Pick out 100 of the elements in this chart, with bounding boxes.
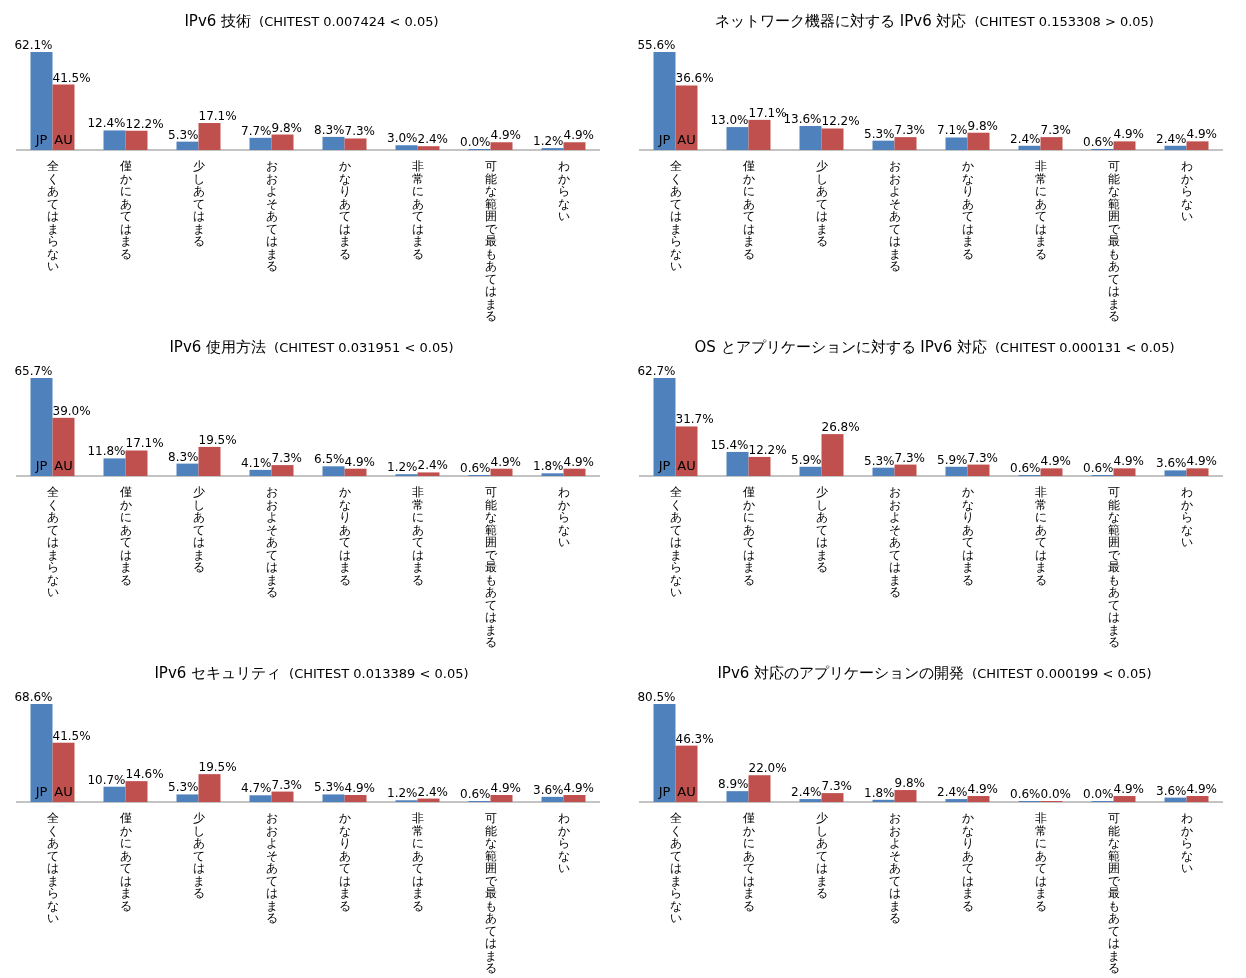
x-tick-label: わからない (557, 811, 570, 875)
bar (344, 468, 367, 476)
chart-title: IPv6 技術 (184, 12, 252, 30)
category-label: 全くあてはまらない (669, 811, 682, 925)
data-label: 13.0% (710, 113, 749, 128)
bar (490, 795, 513, 802)
data-label: 4.9% (563, 781, 594, 795)
bar (821, 128, 844, 150)
bar (653, 378, 676, 476)
series-label: AU (677, 458, 696, 473)
data-label: 17.1% (198, 109, 237, 124)
x-tick-label: 僅かにあてはまる (118, 485, 132, 587)
data-label: 68.6% (14, 690, 53, 704)
data-label: 62.7% (637, 364, 676, 378)
bar (1113, 141, 1136, 150)
data-label: 4.9% (1113, 127, 1144, 142)
bar (653, 52, 676, 150)
bar (30, 704, 53, 802)
chart-title: ネットワーク機器に対する IPv6 対応 (715, 12, 967, 30)
data-label: 2.4% (791, 785, 822, 800)
bar (395, 145, 418, 150)
series-label: AU (54, 132, 73, 147)
chart-title: IPv6 セキュリティ (154, 664, 282, 682)
data-label: 7.3% (894, 123, 925, 138)
data-label: 5.3% (864, 126, 895, 141)
bar (945, 466, 968, 476)
x-tick-label: かなりあてはまる (961, 811, 974, 913)
x-tick-label: 僅かにあてはまる (741, 811, 755, 913)
bar (322, 794, 345, 802)
data-label: 4.9% (1113, 454, 1144, 469)
bar (125, 130, 148, 150)
data-label: 1.8% (533, 459, 564, 474)
x-tick-label: かなりあてはまる (338, 485, 351, 587)
series-label: JP (34, 784, 48, 799)
x-tick-label: 僅かにあてはまる (741, 485, 755, 587)
chart-title: IPv6 対応のアプリケーションの開発 (717, 664, 965, 682)
data-label: 3.0% (387, 131, 418, 146)
bar (748, 775, 771, 802)
category-label: 全くあてはまらない (46, 811, 59, 925)
bar (748, 456, 771, 476)
bar (872, 140, 895, 150)
x-tick-label: 僅かにあてはまる (741, 159, 755, 261)
data-label: 4.9% (1186, 454, 1217, 469)
data-label: 65.7% (14, 364, 53, 378)
data-label: 0.6% (460, 787, 491, 801)
data-label: 2.4% (417, 458, 448, 473)
series-label: AU (54, 784, 73, 799)
data-label: 19.5% (198, 760, 237, 775)
data-label: 9.8% (967, 118, 998, 133)
bar (176, 463, 199, 476)
data-label: 26.8% (821, 420, 860, 435)
series-label: JP (34, 458, 48, 473)
series-label: JP (657, 458, 671, 473)
chart-subtitle: (CHITEST 0.000199 < 0.05) (972, 666, 1152, 681)
bar (1186, 141, 1209, 150)
data-label: 7.3% (894, 450, 925, 465)
category-label: 可能な範囲で最もあてはまる (484, 485, 497, 649)
category-label: 全くあてはまらない (46, 485, 59, 599)
data-label: 2.4% (417, 784, 448, 799)
bar (675, 85, 698, 150)
data-label: 0.0% (1083, 787, 1114, 801)
data-label: 7.3% (271, 777, 302, 792)
x-tick-label: 非常にあてはまる (1034, 485, 1047, 587)
bar (541, 473, 564, 476)
category-label: 可能な範囲で最もあてはまる (1107, 811, 1120, 975)
category-label: おおよそあてはまる (265, 811, 278, 925)
bar (249, 469, 272, 476)
bar (271, 791, 294, 802)
bar (726, 791, 749, 802)
category-label: おおよそあてはまる (265, 159, 278, 273)
chart-subtitle: (CHITEST 0.153308 > 0.05) (974, 14, 1154, 29)
chart-subtitle: (CHITEST 0.007424 < 0.05) (259, 14, 439, 29)
x-tick-label: 少しあてはまる (815, 485, 828, 574)
category-label: 可能な範囲で最もあてはまる (484, 159, 497, 323)
data-label: 3.6% (533, 782, 564, 797)
data-label: 8.3% (314, 122, 345, 137)
data-label: 62.1% (14, 38, 53, 52)
data-label: 12.2% (125, 116, 164, 131)
bar (198, 446, 221, 476)
chart-title: OS とアプリケーションに対する IPv6 対応 (694, 338, 988, 356)
series-label: JP (657, 784, 671, 799)
data-label: 4.9% (1113, 782, 1144, 797)
series-label: JP (34, 132, 48, 147)
x-tick-label: 非常にあてはまる (411, 811, 424, 913)
category-label: おおよそあてはまる (888, 159, 901, 273)
chart-subtitle: (CHITEST 0.013389 < 0.05) (289, 666, 469, 681)
bar (198, 123, 221, 150)
data-label: 4.9% (344, 454, 375, 469)
bar (563, 142, 586, 150)
bar (675, 426, 698, 476)
x-tick-label: 少しあてはまる (192, 159, 205, 248)
bar (967, 464, 990, 476)
category-label: 全くあてはまらない (46, 159, 59, 273)
data-label: 6.5% (314, 452, 345, 467)
data-label: 5.3% (864, 453, 895, 468)
data-label: 4.1% (241, 455, 272, 470)
data-label: 7.1% (937, 123, 968, 138)
bar (726, 127, 749, 150)
bar (344, 138, 367, 150)
x-tick-label: かなりあてはまる (961, 159, 974, 261)
